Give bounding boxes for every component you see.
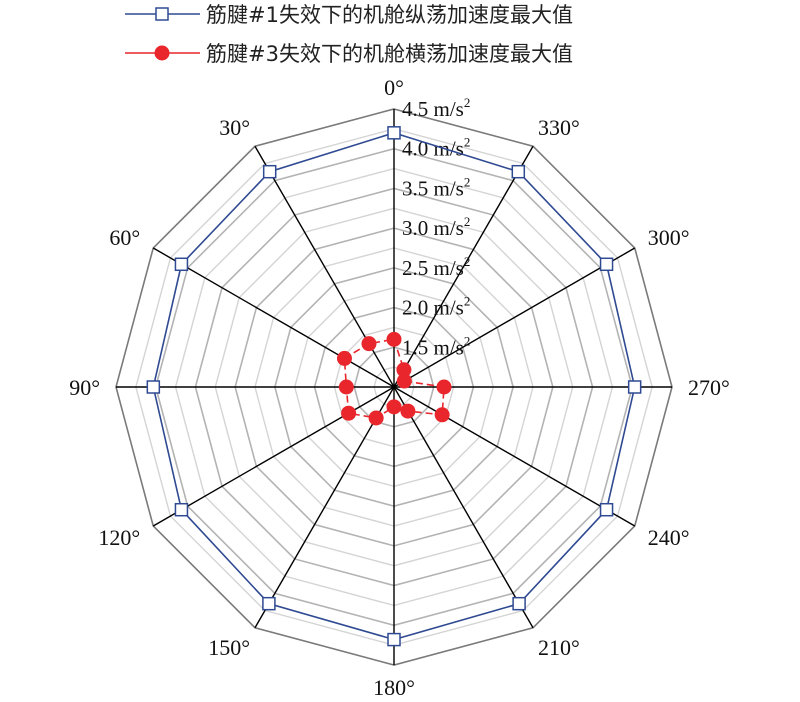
data-point [434, 407, 450, 423]
data-point [146, 380, 161, 394]
legend-marker-series-2 [154, 45, 170, 61]
data-point [396, 362, 412, 378]
data-point [396, 373, 412, 389]
angle-label: 300° [648, 225, 690, 250]
legend-marker-series-1 [155, 7, 169, 21]
radial-tick-label: 2.5 m/s2 [402, 254, 470, 280]
data-point [174, 257, 189, 272]
data-point [174, 502, 189, 517]
data-point [262, 596, 276, 611]
radial-tick-label: 3.5 m/s2 [402, 174, 470, 200]
angle-label: 120° [98, 525, 140, 550]
data-point [512, 596, 526, 611]
legend-label-series-1: 筋腱#1失效下的机舱纵荡加速度最大值 [206, 3, 573, 27]
radial-tick-label: 4.5 m/s2 [402, 95, 470, 121]
spoke [393, 247, 636, 388]
data-point [386, 399, 402, 415]
data-point [387, 126, 401, 140]
radar-spokes [116, 109, 672, 665]
legend-entry-series-1: 筋腱#1失效下的机舱纵荡加速度最大值 [125, 3, 573, 27]
angle-label: 210° [538, 635, 580, 660]
series-1 [146, 126, 642, 647]
spoke [393, 386, 636, 527]
angle-label: 30° [219, 115, 250, 140]
data-point [338, 379, 354, 395]
angle-label: 150° [208, 635, 250, 660]
data-point [511, 164, 526, 179]
legend-entry-series-2: 筋腱#3失效下的机舱横荡加速度最大值 [125, 42, 573, 66]
angle-label: 240° [648, 525, 690, 550]
data-point [361, 336, 377, 352]
legend-label-series-2: 筋腱#3失效下的机舱横荡加速度最大值 [206, 42, 573, 66]
data-point [599, 257, 614, 272]
radial-tick-label: 3.0 m/s2 [402, 214, 470, 240]
data-point [387, 632, 401, 647]
angle-label: 180° [373, 675, 415, 700]
angle-axis-labels: 0° 330° 300° 270° 240° 210° 180° 150° 120° 90° 60°… [69, 75, 730, 700]
angle-label: 330° [538, 115, 580, 140]
spoke [254, 386, 395, 629]
data-point [386, 331, 402, 347]
data-point [400, 403, 416, 419]
angle-label: 60° [109, 225, 140, 250]
angle-label: 0° [384, 75, 404, 100]
radial-tick-label: 1.5 m/s2 [402, 333, 470, 359]
data-point [262, 164, 277, 179]
data-series [146, 126, 642, 647]
legend: 筋腱#1失效下的机舱纵荡加速度最大值 筋腱#3失效下的机舱横荡加速度最大值 [125, 3, 573, 66]
spoke [393, 145, 534, 388]
data-point [341, 405, 357, 421]
data-point [368, 410, 384, 426]
data-point [436, 379, 452, 395]
spoke [393, 386, 534, 629]
angle-label: 270° [688, 375, 730, 400]
series-2 [336, 331, 452, 426]
data-point [336, 350, 352, 366]
spoke [152, 247, 395, 388]
angle-label: 90° [69, 375, 100, 400]
data-point [627, 380, 642, 394]
data-point [599, 502, 614, 517]
radial-tick-label: 2.0 m/s2 [402, 294, 470, 320]
